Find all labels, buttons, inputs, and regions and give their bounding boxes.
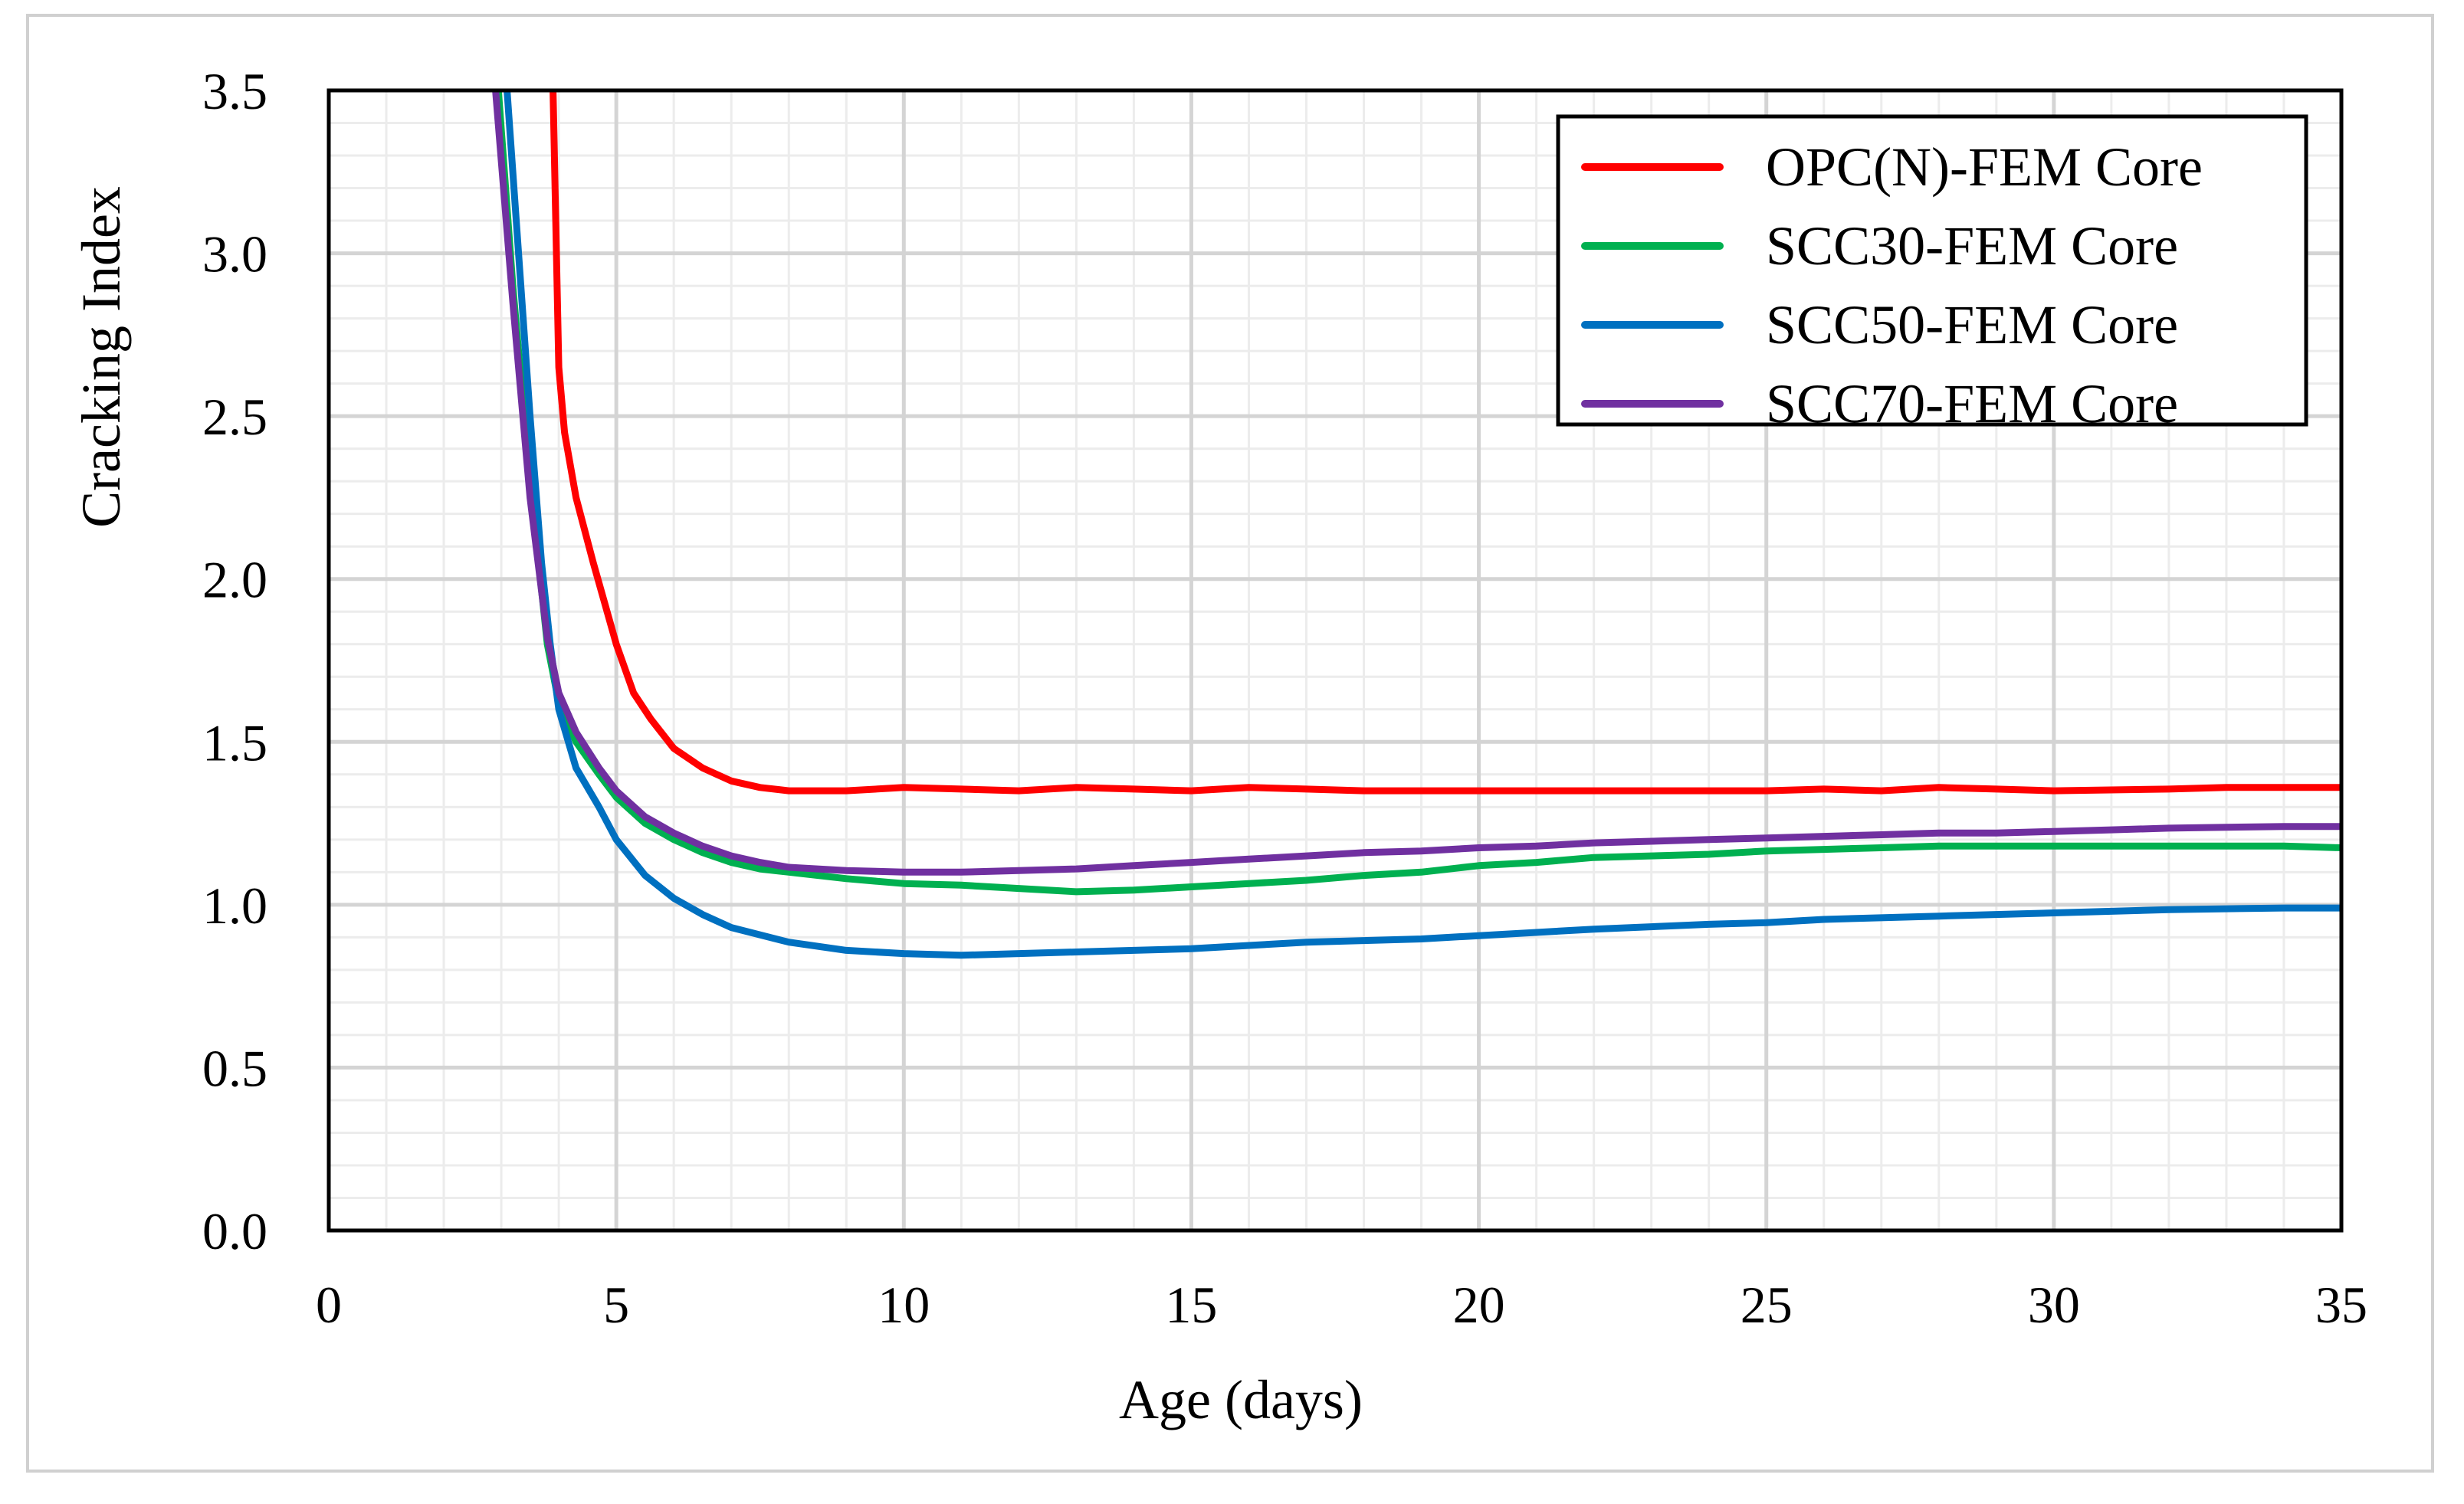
series-line-2 xyxy=(494,90,2341,896)
y-tick-label: 3.0 xyxy=(202,225,267,283)
x-tick-label: 30 xyxy=(2028,1276,2080,1334)
x-tick-label: 25 xyxy=(1741,1276,1793,1334)
series-line-3 xyxy=(504,90,2341,959)
chart-frame: 0 5 10 15 20 25 30 35 0.0 0.5 1.0 1.5 2.0 2.5 3.0 3.5 … xyxy=(26,14,2434,1473)
y-tick-label: 1.0 xyxy=(202,877,267,935)
legend: OPC(N)-FEM Core SCC30-FEM Core SCC50-FEM C… xyxy=(1556,114,2308,434)
x-tick-label: 10 xyxy=(878,1276,930,1334)
y-axis-tick-labels: 0.0 0.5 1.0 1.5 2.0 2.5 3.0 3.5 xyxy=(202,62,267,1260)
plot-area-border xyxy=(326,88,2344,1233)
legend-label-2: SCC30-FEM Core xyxy=(1766,215,2178,277)
series-line-1 xyxy=(550,90,2341,795)
y-axis-label: Cracking Index xyxy=(71,186,132,528)
y-tick-label: 1.5 xyxy=(202,713,267,772)
cracking-index-chart: 0 5 10 15 20 25 30 35 0.00.51.01.52.02.53.03.5 … xyxy=(71,62,2367,1430)
legend-entries: OPC(N)-FEM Core SCC30-FEM Core SCC50-FEM C… xyxy=(1581,136,2203,434)
legend-label-3: SCC50-FEM Core xyxy=(1766,294,2178,356)
legend-label-1: OPC(N)-FEM Core xyxy=(1766,136,2203,198)
x-tick-label: 5 xyxy=(603,1276,629,1334)
y-tick-label: 2.5 xyxy=(202,388,267,446)
series-line-4 xyxy=(492,90,2341,876)
x-axis-tick-labels: 0 5 10 15 20 25 30 35 xyxy=(316,1276,2367,1334)
x-tick-label: 15 xyxy=(1165,1276,1217,1334)
x-axis-label: Age (days) xyxy=(1119,1369,1363,1430)
legend-label-4: SCC70-FEM Core xyxy=(1766,373,2178,434)
y-tick-label: 2.0 xyxy=(202,551,267,609)
y-tick-label: 0.5 xyxy=(202,1039,267,1097)
x-tick-label: 20 xyxy=(1453,1276,1505,1334)
series-lines xyxy=(492,90,2341,959)
y-tick-label: 0.0 xyxy=(202,1202,267,1260)
y-tick-label: 3.5 xyxy=(202,62,267,120)
x-tick-label: 35 xyxy=(2315,1276,2367,1334)
x-tick-label: 0 xyxy=(316,1276,342,1334)
